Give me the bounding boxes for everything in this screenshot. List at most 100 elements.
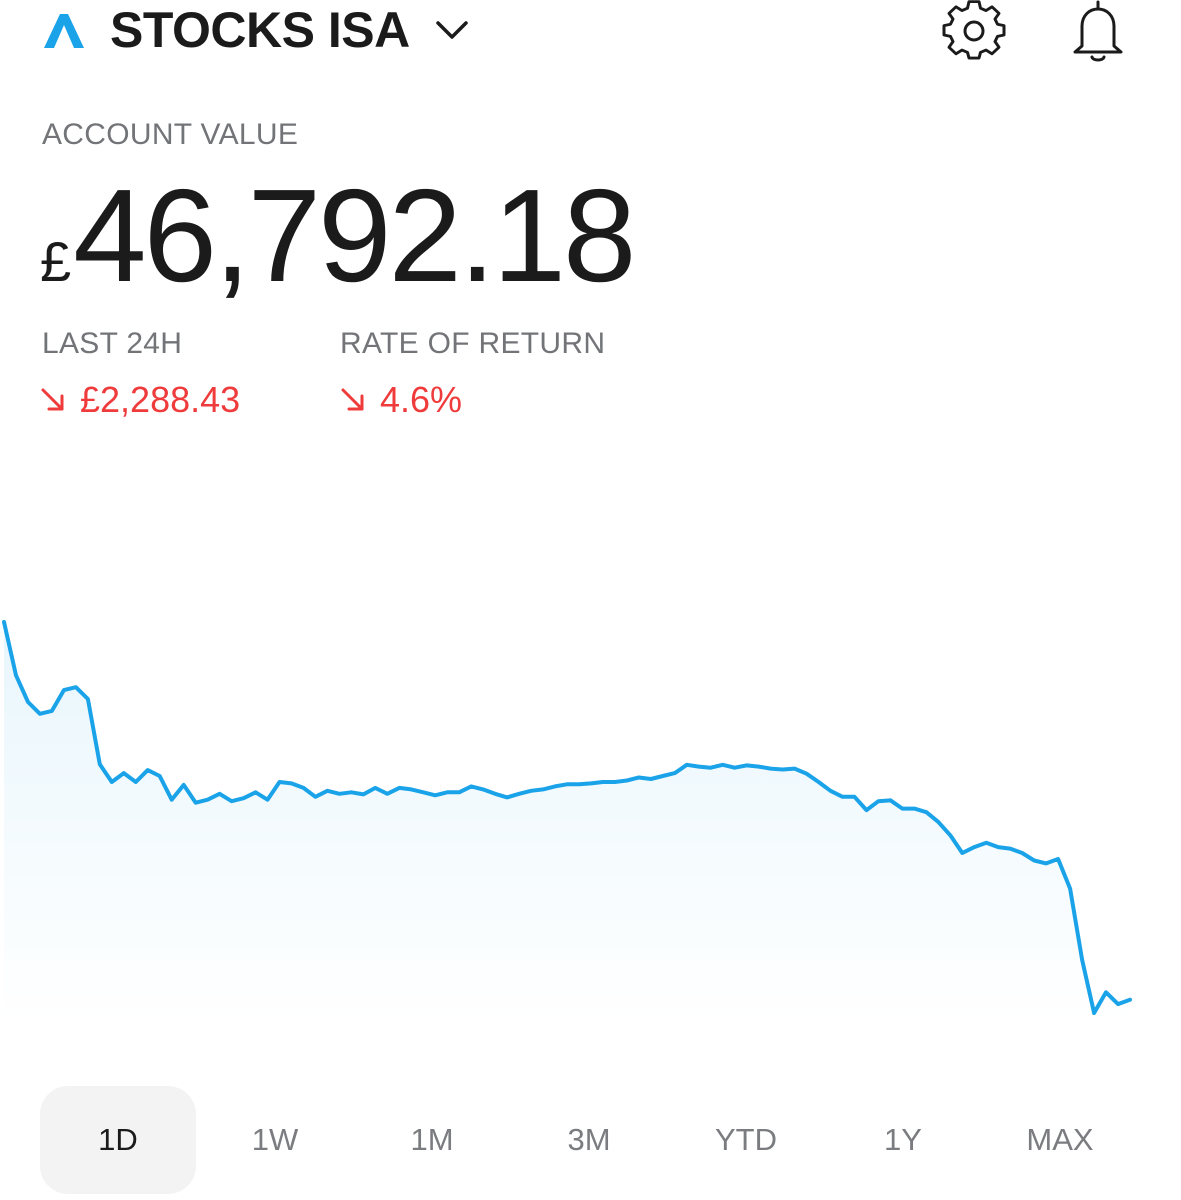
chart-point xyxy=(349,790,353,794)
chart-point xyxy=(649,777,653,781)
last-24h-change-value: £2,288.43 xyxy=(80,379,241,420)
account-switcher[interactable]: STOCKS ISA xyxy=(110,2,470,58)
chart-point xyxy=(62,688,66,692)
chart-point xyxy=(385,792,389,796)
chart-point xyxy=(373,786,377,790)
chart-point xyxy=(302,786,306,790)
range-max-button[interactable]: MAX xyxy=(1026,1122,1094,1157)
chart-point xyxy=(805,772,809,776)
chart-point xyxy=(709,766,713,770)
chart-point xyxy=(1008,847,1012,851)
chart-point xyxy=(936,820,940,824)
chart-point xyxy=(433,793,437,797)
account-value-label: ACCOUNT VALUE xyxy=(42,118,299,151)
chart-point xyxy=(98,762,102,766)
chart-point xyxy=(481,787,485,791)
arrow-down-right-icon xyxy=(41,388,64,411)
chart-point xyxy=(793,767,797,771)
chart-point xyxy=(242,796,246,800)
chart-point xyxy=(457,790,461,794)
chart-point xyxy=(853,795,857,799)
range-1y-button[interactable]: 1Y xyxy=(884,1122,922,1157)
chart-area-fill xyxy=(4,622,1130,1025)
chart-point xyxy=(637,776,641,780)
chart-point xyxy=(865,808,869,812)
chart-point xyxy=(673,771,677,775)
chart-point xyxy=(541,787,545,791)
header: STOCKS ISA xyxy=(0,0,1181,70)
chart-point xyxy=(230,799,234,803)
chart-point xyxy=(1068,887,1072,891)
chart-point xyxy=(529,789,533,793)
chart-point xyxy=(1116,1002,1120,1006)
chart-point xyxy=(74,685,78,689)
chart-point xyxy=(14,673,18,677)
chart-point xyxy=(1128,998,1132,1002)
chart-point xyxy=(146,768,150,772)
chart-point xyxy=(218,792,222,796)
chart-point xyxy=(697,765,701,769)
chart-point xyxy=(122,771,126,775)
chart-point xyxy=(613,780,617,784)
bell-icon[interactable] xyxy=(1066,0,1130,64)
chart-point xyxy=(553,784,557,788)
chart-point xyxy=(1080,958,1084,962)
chart-point xyxy=(841,795,845,799)
chart-point xyxy=(876,799,880,803)
chart-point xyxy=(421,790,425,794)
chart-point xyxy=(266,798,270,802)
chart-point xyxy=(445,790,449,794)
range-1w-button[interactable]: 1W xyxy=(251,1122,299,1157)
chart-point xyxy=(2,620,6,624)
chart-point xyxy=(924,810,928,814)
chart-point xyxy=(781,768,785,772)
account-value-amount: 46,792.18 xyxy=(73,162,636,309)
caret-up-logo-icon[interactable] xyxy=(40,10,88,50)
chart-point xyxy=(625,779,629,783)
chart-point xyxy=(38,712,42,716)
chart-point xyxy=(206,798,210,802)
time-range-selector: 1D 1W 1M 3M YTD 1Y MAX xyxy=(40,1086,1140,1194)
range-3m-button[interactable]: 3M xyxy=(567,1122,611,1157)
range-1d-button[interactable]: 1D xyxy=(40,1086,196,1194)
chart-point xyxy=(900,807,904,811)
account-name: STOCKS ISA xyxy=(110,2,410,58)
range-1m-button[interactable]: 1M xyxy=(410,1122,454,1157)
arrow-down-right-icon xyxy=(341,388,364,411)
chart-point xyxy=(505,795,509,799)
account-value: £ 46,792.18 xyxy=(40,162,636,309)
last-24h-change: £2,288.43 xyxy=(40,378,240,422)
chart-point xyxy=(409,787,413,791)
range-ytd-button[interactable]: YTD xyxy=(715,1122,777,1157)
chart-point xyxy=(1044,861,1048,865)
chart-point xyxy=(589,781,593,785)
chart-point xyxy=(601,780,605,784)
last-24h-label: LAST 24H xyxy=(42,327,183,360)
gear-icon[interactable] xyxy=(942,0,1006,64)
chart-point xyxy=(1056,857,1060,861)
rate-of-return-change: 4.6% xyxy=(340,378,462,422)
chart-point xyxy=(110,780,114,784)
chart-point xyxy=(182,783,186,787)
chart-point xyxy=(577,782,581,786)
chart-point xyxy=(313,795,317,799)
chart-point xyxy=(337,792,341,796)
chart-point xyxy=(50,709,54,713)
chart-point xyxy=(493,792,497,796)
chart-point xyxy=(661,774,665,778)
chart-point xyxy=(888,798,892,802)
chart-point xyxy=(170,798,174,802)
account-value-chart[interactable] xyxy=(0,600,1181,1040)
chart-point xyxy=(769,767,773,771)
chart-point xyxy=(26,700,30,704)
chart-point xyxy=(996,845,1000,849)
chart-point xyxy=(397,786,401,790)
chart-point xyxy=(361,792,365,796)
chart-series-line xyxy=(2,620,1132,1015)
chevron-down-icon xyxy=(435,21,468,39)
chart-point xyxy=(1092,1011,1096,1015)
chart-point xyxy=(565,782,569,786)
chart-point xyxy=(86,697,90,701)
chart-point xyxy=(721,763,725,767)
chart-point xyxy=(912,807,916,811)
